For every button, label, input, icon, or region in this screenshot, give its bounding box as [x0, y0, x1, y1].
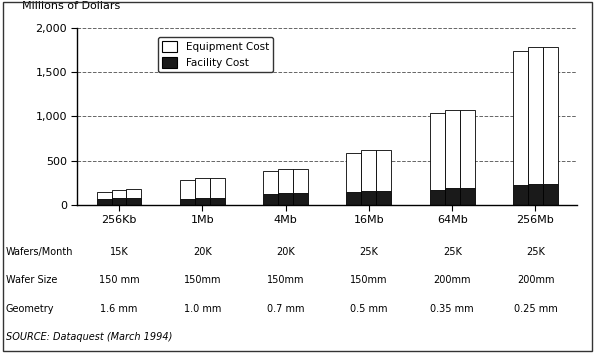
Bar [263, 194, 278, 205]
Text: Wafer Size: Wafer Size [6, 275, 57, 285]
Bar [346, 192, 361, 205]
Text: 0.5 mm: 0.5 mm [350, 304, 388, 313]
Bar [361, 150, 377, 191]
Text: 200mm: 200mm [433, 275, 471, 285]
Text: 150mm: 150mm [183, 275, 221, 285]
Bar [444, 110, 460, 189]
Bar [293, 169, 308, 193]
Text: 1.6 mm: 1.6 mm [101, 304, 137, 313]
Bar [377, 191, 392, 205]
Text: 150mm: 150mm [267, 275, 305, 285]
Text: 15K: 15K [109, 247, 129, 257]
Bar [263, 171, 278, 194]
Bar [543, 47, 558, 184]
Text: 0.35 mm: 0.35 mm [430, 304, 474, 313]
Bar [96, 198, 111, 205]
Legend: Equipment Cost, Facility Cost: Equipment Cost, Facility Cost [158, 37, 273, 72]
Bar [528, 184, 543, 205]
Text: 25K: 25K [359, 247, 378, 257]
Bar [278, 193, 293, 205]
Text: 1.0 mm: 1.0 mm [184, 304, 221, 313]
Text: Wafers/Month: Wafers/Month [6, 247, 73, 257]
Bar [127, 189, 142, 198]
Bar [111, 198, 127, 205]
Bar [195, 178, 210, 198]
Bar [543, 184, 558, 205]
Bar [210, 198, 225, 205]
Bar [513, 185, 528, 205]
Bar [513, 51, 528, 185]
Text: Millions of Dollars: Millions of Dollars [23, 1, 121, 11]
Text: 0.7 mm: 0.7 mm [267, 304, 305, 313]
Bar [430, 113, 444, 190]
Text: 150mm: 150mm [350, 275, 388, 285]
Bar [361, 191, 377, 205]
Bar [96, 191, 111, 198]
Text: 200mm: 200mm [516, 275, 555, 285]
Text: Geometry: Geometry [6, 304, 55, 313]
Bar [210, 178, 225, 198]
Bar [346, 153, 361, 192]
Text: 150 mm: 150 mm [99, 275, 139, 285]
Text: 20K: 20K [276, 247, 295, 257]
Bar [180, 198, 195, 205]
Text: 0.25 mm: 0.25 mm [513, 304, 558, 313]
Bar [278, 169, 293, 193]
Bar [430, 190, 444, 205]
Bar [444, 189, 460, 205]
Bar [111, 190, 127, 198]
Bar [180, 180, 195, 198]
Bar [460, 110, 475, 189]
Bar [377, 150, 392, 191]
Text: SOURCE: Dataquest (March 1994): SOURCE: Dataquest (March 1994) [6, 332, 173, 342]
Text: 20K: 20K [193, 247, 212, 257]
Bar [127, 198, 142, 205]
Bar [293, 193, 308, 205]
Text: 25K: 25K [526, 247, 545, 257]
Bar [528, 47, 543, 184]
Bar [195, 198, 210, 205]
Bar [460, 189, 475, 205]
Text: 25K: 25K [443, 247, 462, 257]
